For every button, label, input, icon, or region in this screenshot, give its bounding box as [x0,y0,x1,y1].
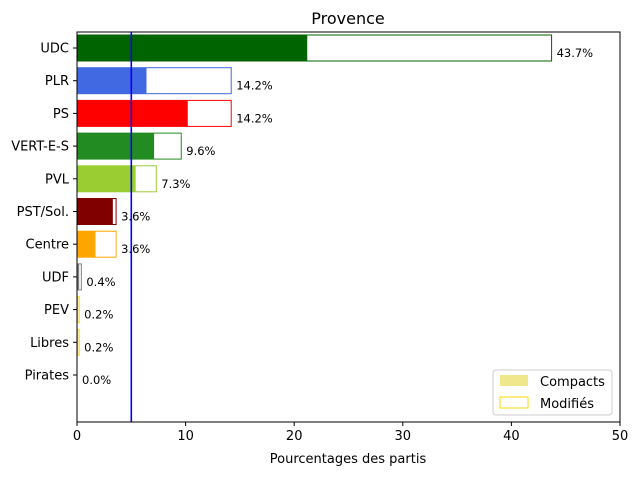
x-tick-label-0: 0 [73,429,81,444]
data-label-2: 14.2% [236,111,273,125]
bar-compact-4 [77,166,136,192]
x-axis-label: Pourcentages des partis [270,452,427,467]
data-label-6: 3.6% [121,242,150,256]
x-tick-group: 0 10 20 30 40 50 [73,422,628,444]
bar-compact-5 [77,199,113,225]
data-label-8: 0.2% [84,308,113,322]
data-label-7: 0.4% [86,275,115,289]
chart-title: Provence [311,9,384,28]
y-tick-label-0: UDC [40,42,69,57]
y-tick-label-10: Pirates [25,369,70,384]
y-tick-label-8: PEV [44,303,69,318]
data-label-9: 0.2% [84,340,113,354]
y-tick-label-7: UDF [42,270,69,285]
x-tick-label-4: 40 [503,429,520,444]
bar-compact-2 [77,100,188,126]
x-tick-label-2: 20 [286,429,303,444]
y-tick-label-9: Libres [30,336,69,351]
x-tick-label-1: 10 [177,429,194,444]
legend-swatch-modifies [500,397,528,408]
legend-swatch-compacts [500,375,528,386]
y-tick-label-3: VERT-E-S [11,140,69,155]
data-label-10: 0.0% [82,373,111,387]
bars-group [77,35,552,355]
bar-compact-6 [77,231,95,257]
data-label-3: 9.6% [186,144,215,158]
y-tick-label-5: PST/Sol. [17,205,69,220]
legend-label-modifies: Modifiés [540,397,594,412]
bar-compact-1 [77,68,147,94]
bar-compact-3 [77,133,154,159]
y-tick-label-2: PS [53,107,69,122]
data-label-0: 43.7% [557,46,594,60]
x-tick-label-5: 50 [612,429,629,444]
bar-compact-0 [77,35,307,61]
y-tick-group: UDC PLR PS VERT-E-S PVL PST/Sol. Centre UDF PEV L… [11,42,77,384]
y-tick-label-1: PLR [45,74,69,89]
legend: Compacts Modifiés [493,370,612,415]
x-tick-label-3: 30 [395,429,412,444]
data-labels-group: 43.7% 14.2% 14.2% 9.6% 7.3% 3.6% 3.6% 0.4% 0.2% 0… [82,46,593,387]
legend-label-compacts: Compacts [540,375,605,390]
y-tick-label-6: Centre [26,238,69,253]
data-label-1: 14.2% [236,79,273,93]
y-tick-label-4: PVL [45,172,70,187]
data-label-5: 3.6% [121,210,150,224]
data-label-4: 7.3% [161,177,190,191]
